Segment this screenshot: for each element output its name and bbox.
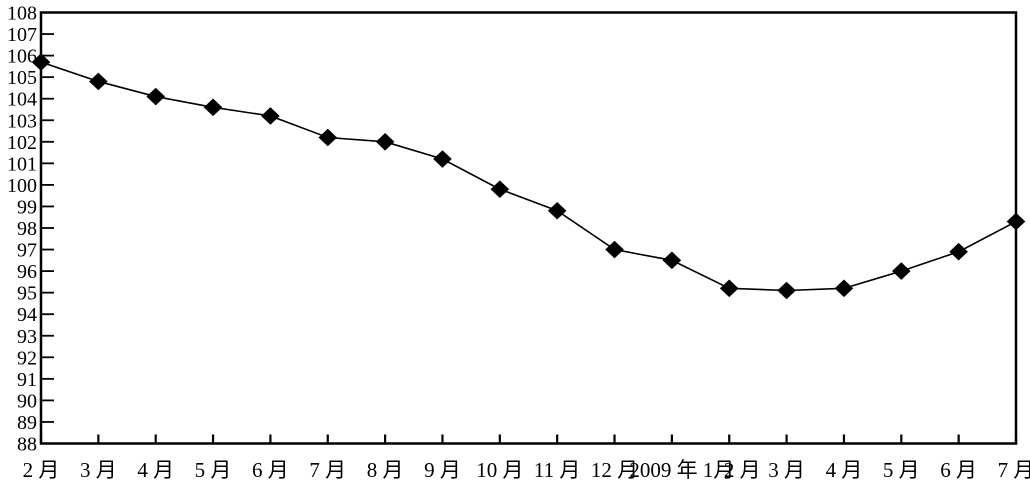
data-point-marker [719,279,739,298]
x-tick-label: 5 月 [883,458,920,482]
y-tick-label: 106 [7,46,37,68]
y-tick-label: 88 [17,434,37,456]
data-point-marker [318,128,338,147]
x-tick-label: 8 月 [367,458,404,482]
x-tick-label: 6 月 [252,458,289,482]
x-tick-label: 7 月 [309,458,346,482]
data-point-marker [547,201,567,220]
y-tick-label: 100 [7,175,37,197]
x-tick-label: 5 月 [195,458,232,482]
x-tick-label: 2009 年 1月 [629,458,734,482]
y-tick-label: 104 [7,89,37,111]
x-tick-label: 2 月 [724,458,761,482]
x-tick-label: 6 月 [940,458,977,482]
data-point-marker [605,240,624,259]
data-point-marker [834,279,854,298]
y-tick-label: 102 [7,132,37,154]
y-tick-label: 99 [17,196,37,218]
x-tick-label: 4 月 [137,458,174,482]
y-tick-label: 90 [17,390,37,412]
data-series-line [40,61,1017,292]
data-point-marker [490,180,510,199]
x-tick-label: 4 月 [826,458,863,482]
data-point-marker [662,251,682,270]
data-point-marker [31,53,51,71]
data-point-marker [891,262,911,280]
x-tick-label: 9 月 [424,458,461,482]
y-tick-label: 92 [17,347,37,369]
data-point-marker [203,98,223,117]
y-tick-label: 101 [7,153,37,175]
data-point-marker [146,87,166,106]
x-tick-label: 2 月 [23,458,60,482]
data-point-marker [433,150,452,168]
y-tick-label: 91 [17,369,37,391]
data-point-marker [949,242,968,261]
y-tick-label: 103 [7,110,37,132]
x-tick-label: 3 月 [768,458,805,482]
data-point-marker [375,133,395,151]
y-tick-label: 108 [7,3,37,25]
y-tick-label: 96 [17,261,37,283]
y-tick-label: 97 [17,240,37,262]
data-point-marker [261,107,280,125]
data-point-marker [89,72,108,91]
y-tick-label: 105 [7,67,37,89]
y-tick-label: 98 [17,218,37,240]
x-tick-label: 10 月 [476,458,523,482]
y-tick-label: 107 [7,24,37,46]
data-point-marker [777,281,796,300]
x-tick-label: 12 月 [591,458,638,482]
y-tick-label: 95 [17,283,37,305]
y-tick-label: 94 [17,304,37,326]
x-tick-label: 3 月 [80,458,117,482]
y-tick-label: 93 [17,326,37,348]
y-tick-label: 89 [17,412,37,434]
x-tick-label: 11 月 [534,458,580,482]
data-point-marker [1006,212,1026,231]
x-tick-label: 7 月 [998,458,1030,482]
